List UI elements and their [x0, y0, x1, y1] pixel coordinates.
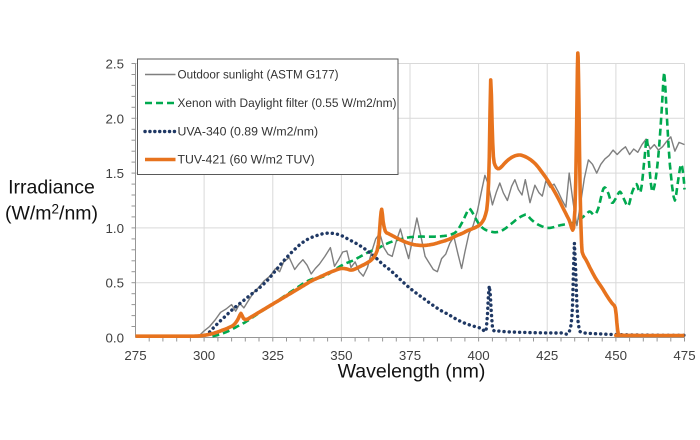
svg-text:275: 275: [124, 348, 146, 363]
svg-text:0.0: 0.0: [106, 331, 125, 346]
svg-text:0.5: 0.5: [106, 276, 125, 291]
svg-text:375: 375: [399, 348, 421, 363]
svg-text:Xenon with Daylight filter (0.: Xenon with Daylight filter (0.55 W/m2/nm…: [178, 96, 397, 110]
svg-text:1.0: 1.0: [106, 221, 125, 236]
svg-text:Wavelength (nm): Wavelength (nm): [338, 361, 486, 383]
svg-text:400: 400: [468, 348, 490, 363]
svg-text:350: 350: [330, 348, 352, 363]
svg-text:300: 300: [193, 348, 215, 363]
svg-text:UVA-340 (0.89 W/m2/nm): UVA-340 (0.89 W/m2/nm): [178, 125, 319, 139]
svg-text:475: 475: [673, 348, 695, 363]
svg-text:325: 325: [262, 348, 284, 363]
svg-text:TUV-421 (60 W/m2 TUV): TUV-421 (60 W/m2 TUV): [178, 153, 315, 167]
svg-text:2.5: 2.5: [106, 57, 125, 72]
svg-text:(W/m2/nm): (W/m2/nm): [5, 202, 98, 225]
svg-text:425: 425: [536, 348, 558, 363]
svg-text:Irradiance: Irradiance: [8, 177, 95, 199]
svg-text:Outdoor sunlight (ASTM G177): Outdoor sunlight (ASTM G177): [178, 68, 339, 82]
svg-text:1.5: 1.5: [106, 166, 125, 181]
svg-text:450: 450: [605, 348, 627, 363]
svg-text:2.0: 2.0: [106, 111, 125, 126]
